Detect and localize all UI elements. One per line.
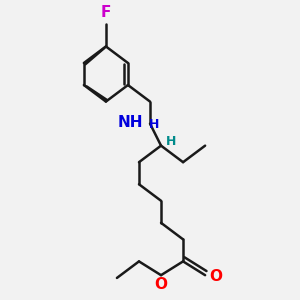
Text: H: H bbox=[166, 135, 176, 148]
Text: NH: NH bbox=[118, 115, 143, 130]
Text: O: O bbox=[209, 269, 222, 284]
Text: F: F bbox=[101, 5, 111, 20]
Text: H: H bbox=[148, 118, 159, 131]
Text: O: O bbox=[154, 277, 167, 292]
